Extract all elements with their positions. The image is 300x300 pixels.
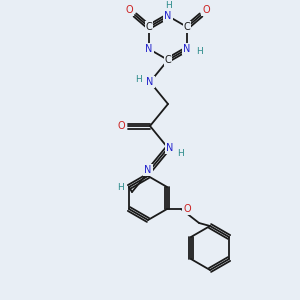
Text: C: C [146,22,152,32]
Text: N: N [145,44,153,54]
Text: H: H [178,148,184,158]
Text: O: O [202,5,210,15]
Text: C: C [165,55,171,65]
Text: O: O [125,5,133,15]
Text: H: H [165,2,171,10]
Text: N: N [146,77,154,87]
Text: H: H [117,182,123,191]
Text: N: N [166,143,174,153]
Text: O: O [117,121,125,131]
Text: C: C [184,22,190,32]
Text: N: N [144,165,152,175]
Text: O: O [183,204,191,214]
Text: N: N [183,44,191,54]
Text: N: N [164,11,172,21]
Text: H: H [136,74,142,83]
Text: H: H [196,47,202,56]
